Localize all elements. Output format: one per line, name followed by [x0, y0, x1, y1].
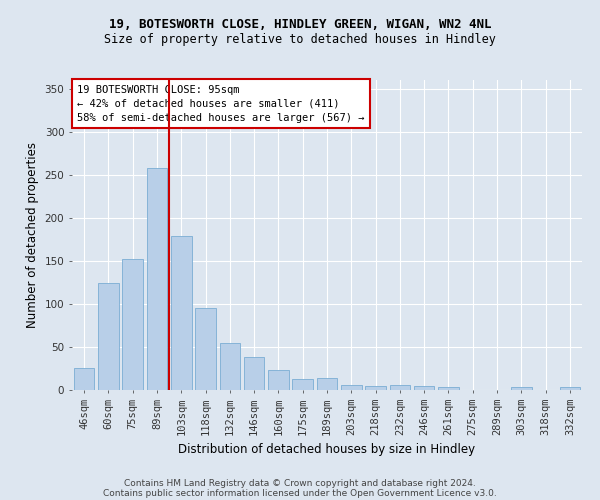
Bar: [220, 342, 240, 390]
Text: 19, BOTESWORTH CLOSE, HINDLEY GREEN, WIGAN, WN2 4NL: 19, BOTESWORTH CLOSE, HINDLEY GREEN, WIG…: [109, 18, 491, 30]
Bar: [389, 385, 410, 390]
Text: Contains HM Land Registry data © Crown copyright and database right 2024.: Contains HM Land Registry data © Crown c…: [124, 478, 476, 488]
Text: Size of property relative to detached houses in Hindley: Size of property relative to detached ho…: [104, 32, 496, 46]
Bar: [268, 370, 289, 390]
Bar: [244, 358, 265, 390]
Bar: [122, 259, 143, 390]
Bar: [317, 378, 337, 390]
Bar: [365, 386, 386, 390]
Text: 19 BOTESWORTH CLOSE: 95sqm
← 42% of detached houses are smaller (411)
58% of sem: 19 BOTESWORTH CLOSE: 95sqm ← 42% of deta…: [77, 84, 365, 122]
Bar: [98, 283, 119, 390]
Bar: [146, 168, 167, 390]
Bar: [438, 386, 459, 390]
Bar: [171, 236, 191, 390]
Bar: [414, 386, 434, 390]
Text: Contains public sector information licensed under the Open Government Licence v3: Contains public sector information licen…: [103, 488, 497, 498]
Bar: [292, 379, 313, 390]
Y-axis label: Number of detached properties: Number of detached properties: [26, 142, 39, 328]
Bar: [195, 308, 216, 390]
Bar: [341, 385, 362, 390]
Bar: [511, 388, 532, 390]
Bar: [74, 368, 94, 390]
Bar: [560, 388, 580, 390]
X-axis label: Distribution of detached houses by size in Hindley: Distribution of detached houses by size …: [178, 444, 476, 456]
